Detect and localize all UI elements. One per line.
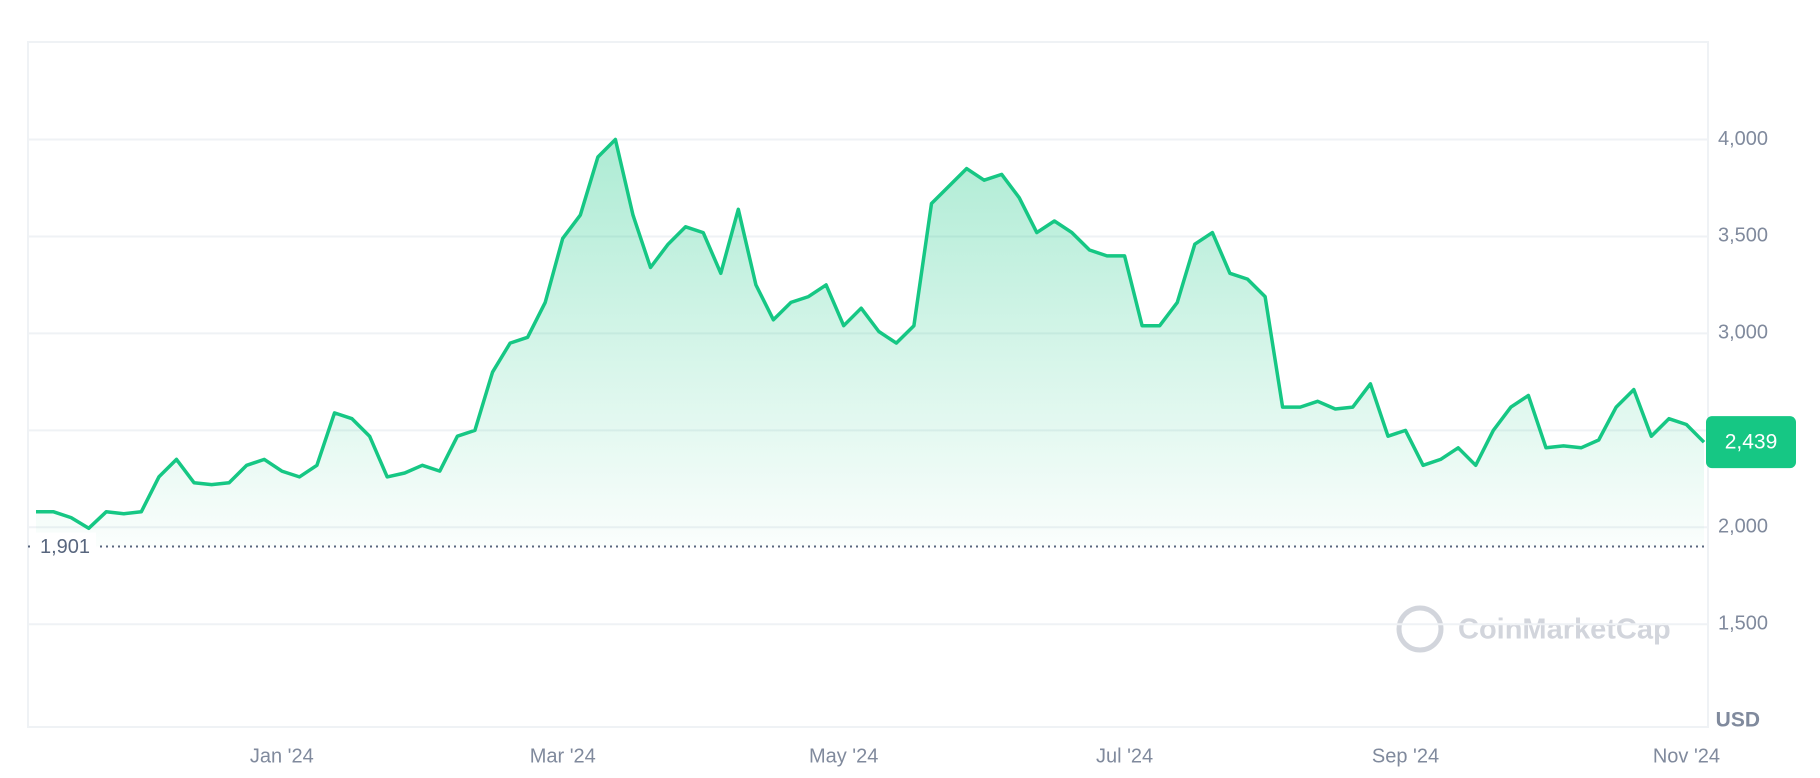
watermark: CoinMarketCap	[1396, 605, 1671, 653]
x-tick-label: Nov '24	[1653, 745, 1720, 767]
x-tick-label: Jan '24	[250, 745, 314, 767]
x-tick-label: Jul '24	[1096, 745, 1153, 767]
reference-label-bg	[32, 532, 96, 561]
price-line	[36, 137, 1706, 531]
y-tick-label: 2,000	[1718, 516, 1768, 538]
y-tick-label: 4,000	[1718, 128, 1768, 150]
area-fill	[36, 139, 1704, 547]
unit-label: USD	[1716, 709, 1760, 732]
x-tick-label: Sep '24	[1372, 745, 1439, 767]
price-tag	[1706, 416, 1796, 469]
price-tag-label: 2,439	[1725, 431, 1778, 454]
plot-frame	[27, 41, 1709, 728]
y-tick-label: 1,500	[1718, 613, 1768, 635]
x-tick-label: Mar '24	[530, 745, 596, 767]
y-tick-label: 3,000	[1718, 322, 1768, 344]
reference-label: 1,901	[40, 536, 90, 558]
watermark-text: CoinMarketCap	[1458, 614, 1671, 646]
y-tick-label: 3,500	[1718, 225, 1768, 247]
x-tick-label: May '24	[809, 745, 878, 767]
